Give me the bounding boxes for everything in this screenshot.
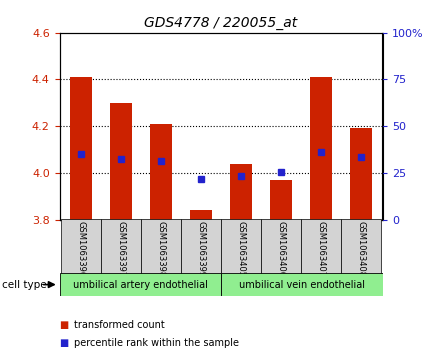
Text: percentile rank within the sample: percentile rank within the sample xyxy=(74,338,239,348)
Bar xyxy=(340,219,380,274)
Bar xyxy=(60,273,221,296)
Bar xyxy=(301,219,340,274)
Text: GSM1063406: GSM1063406 xyxy=(276,221,285,277)
Bar xyxy=(221,219,261,274)
Text: GSM1063407: GSM1063407 xyxy=(316,221,325,277)
Bar xyxy=(221,273,382,296)
Bar xyxy=(71,77,92,220)
Text: GSM1063405: GSM1063405 xyxy=(236,221,246,277)
Bar xyxy=(141,219,181,274)
Title: GDS4778 / 220055_at: GDS4778 / 220055_at xyxy=(144,16,298,30)
Bar xyxy=(190,210,212,220)
Bar xyxy=(270,180,292,220)
Bar xyxy=(310,77,332,220)
Text: umbilical vein endothelial: umbilical vein endothelial xyxy=(239,280,365,290)
Text: umbilical artery endothelial: umbilical artery endothelial xyxy=(73,280,208,290)
Text: ■: ■ xyxy=(60,338,69,348)
Text: transformed count: transformed count xyxy=(74,320,165,330)
Bar xyxy=(102,219,141,274)
Text: GSM1063398: GSM1063398 xyxy=(157,221,166,277)
Bar xyxy=(181,219,221,274)
Bar xyxy=(350,129,371,220)
Bar xyxy=(230,163,252,220)
Text: GSM1063399: GSM1063399 xyxy=(196,221,206,277)
Text: GSM1063397: GSM1063397 xyxy=(117,221,126,277)
Bar xyxy=(150,124,172,220)
Text: ■: ■ xyxy=(60,320,69,330)
Text: GSM1063408: GSM1063408 xyxy=(356,221,365,277)
Bar xyxy=(62,219,102,274)
Bar xyxy=(261,219,301,274)
Bar xyxy=(110,103,132,220)
Text: GSM1063396: GSM1063396 xyxy=(77,221,86,277)
Text: cell type: cell type xyxy=(2,280,47,290)
